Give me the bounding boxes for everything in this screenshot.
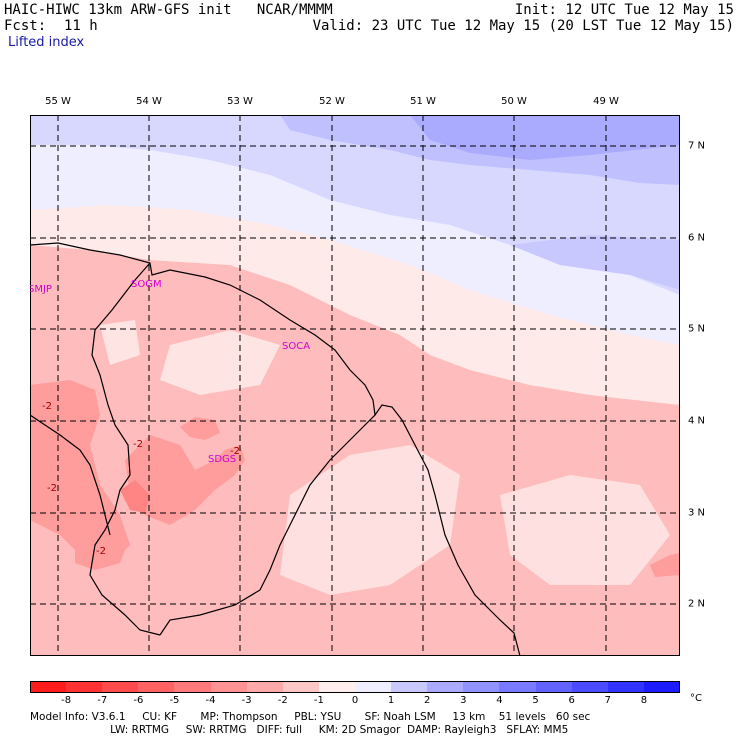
lon-label-52w: 52 W bbox=[319, 96, 345, 107]
lat-label-2n: 2 N bbox=[688, 598, 706, 610]
lon-label-53w: 53 W bbox=[227, 96, 253, 107]
colorbar-swatch bbox=[535, 681, 573, 693]
lon-label-49w: 49 W bbox=[593, 96, 619, 107]
field-band-0-minus1 bbox=[30, 205, 680, 405]
lon-label-51w: 51 W bbox=[410, 96, 436, 107]
colorbar-swatch bbox=[427, 681, 464, 693]
lat-label-4n: 4 N bbox=[688, 415, 706, 427]
lat-label-7n: 7 N bbox=[688, 140, 706, 152]
colorbar-label: -4 bbox=[205, 695, 216, 706]
lon-label-50w: 50 W bbox=[501, 96, 527, 107]
border-guyane-brazil bbox=[159, 414, 376, 636]
coastlines-borders bbox=[30, 242, 521, 656]
contour-label-2: -2 bbox=[133, 439, 143, 450]
colorbar-swatch bbox=[571, 681, 609, 693]
colorbar-swatch bbox=[643, 681, 681, 693]
forecast-hour: 11 h bbox=[64, 18, 98, 34]
contour-label-5: -2 bbox=[230, 446, 240, 457]
field-patch-minus2-sw bbox=[75, 543, 125, 570]
colorbar-swatch bbox=[30, 681, 67, 693]
colorbar-label: 5 bbox=[532, 695, 539, 706]
colorbar-unit: °C bbox=[690, 693, 702, 704]
colorbar-swatch bbox=[463, 681, 500, 693]
valid-time: Valid: 23 UTC Tue 12 May 15 (20 LST Tue … bbox=[312, 18, 734, 34]
colorbar-swatch bbox=[282, 681, 320, 693]
colorbar-label: 8 bbox=[640, 695, 648, 706]
model-title: HAIC-HIWC 13km ARW-GFS init NCAR/MMMM bbox=[4, 2, 333, 18]
forecast-label: Fcst: bbox=[4, 18, 47, 34]
contour-label-3: -2 bbox=[47, 483, 57, 494]
model-info-line1: Model Info: V3.6.1 CU: KF MP: Thompson P… bbox=[30, 711, 591, 723]
station-label-soca: SOCA bbox=[282, 341, 310, 352]
colorbar-label: 6 bbox=[568, 695, 575, 706]
station-label-sdgs: SDGS bbox=[208, 454, 236, 465]
contour-label-4: -2 bbox=[96, 546, 106, 557]
colorbar-swatch bbox=[607, 681, 645, 693]
field-band-3-4 bbox=[410, 115, 680, 160]
field-light-swath-2 bbox=[500, 475, 670, 585]
field-name: Lifted index bbox=[8, 35, 85, 50]
colorbar-label: -6 bbox=[133, 695, 144, 706]
graticule bbox=[30, 115, 680, 656]
lifted-index-map: SMJP SOGM SOCA SDGS -2 -2 -2 -2 -2 bbox=[30, 115, 680, 656]
colorbar-swatch bbox=[66, 681, 103, 693]
field-light-swath-3 bbox=[160, 330, 280, 395]
colorbar-label: 0 bbox=[351, 695, 359, 706]
border-suriname-guyane bbox=[89, 262, 161, 636]
colorbar-label: 2 bbox=[424, 695, 431, 706]
model-info-line2: LW: RRTMG SW: RRTMG DIFF: full KM: 2D Sm… bbox=[30, 724, 569, 736]
contour-label-1: -2 bbox=[42, 401, 52, 412]
lat-label-6n: 6 N bbox=[688, 232, 706, 244]
colorbar-swatch bbox=[391, 681, 428, 693]
colorbar-label: 1 bbox=[387, 695, 395, 706]
init-time: Init: 12 UTC Tue 12 May 15 bbox=[514, 2, 734, 18]
colorbar-frame bbox=[30, 681, 680, 693]
colorbar-label: -7 bbox=[97, 695, 108, 706]
lon-label-55w: 55 W bbox=[45, 96, 71, 107]
colorbar-label: 7 bbox=[604, 695, 611, 706]
field-light-swath-1 bbox=[280, 445, 460, 595]
colorbar-label: -2 bbox=[277, 695, 288, 706]
colorbar-swatch bbox=[355, 681, 392, 693]
field-light-swath-4 bbox=[100, 320, 140, 365]
colorbar-label: -1 bbox=[313, 695, 324, 706]
field-patch-minus2-central bbox=[125, 435, 245, 525]
field-band-3-4-east bbox=[510, 235, 680, 290]
colorbar-swatch bbox=[499, 681, 537, 693]
field-patch-minus2-east bbox=[650, 553, 680, 577]
colorbar-label: 4 bbox=[496, 695, 503, 706]
lat-label-3n: 3 N bbox=[688, 507, 706, 519]
field-patch-minus2-west bbox=[30, 380, 130, 565]
colorbar-swatch bbox=[174, 681, 212, 693]
colorbar-label: -3 bbox=[241, 695, 252, 706]
coastline bbox=[30, 242, 521, 656]
colorbar-swatch bbox=[102, 681, 139, 693]
colorbar-label: -5 bbox=[169, 695, 180, 706]
lon-label-54w: 54 W bbox=[136, 96, 162, 107]
colorbar-swatch bbox=[318, 681, 356, 693]
border-brazil-west bbox=[30, 414, 111, 536]
lat-label-5n: 5 N bbox=[688, 323, 706, 335]
station-label-smjp: SMJP bbox=[30, 284, 52, 295]
colorbar-label: -8 bbox=[61, 695, 72, 706]
colorbar-swatch bbox=[210, 681, 248, 693]
colorbar-swatch bbox=[246, 681, 284, 693]
colorbar-swatch bbox=[138, 681, 175, 693]
field-patch-minus2-north bbox=[180, 417, 220, 440]
field-patch-minus3 bbox=[120, 480, 150, 513]
colorbar-label: 3 bbox=[460, 695, 467, 706]
station-label-sogm: SOGM bbox=[131, 279, 162, 290]
